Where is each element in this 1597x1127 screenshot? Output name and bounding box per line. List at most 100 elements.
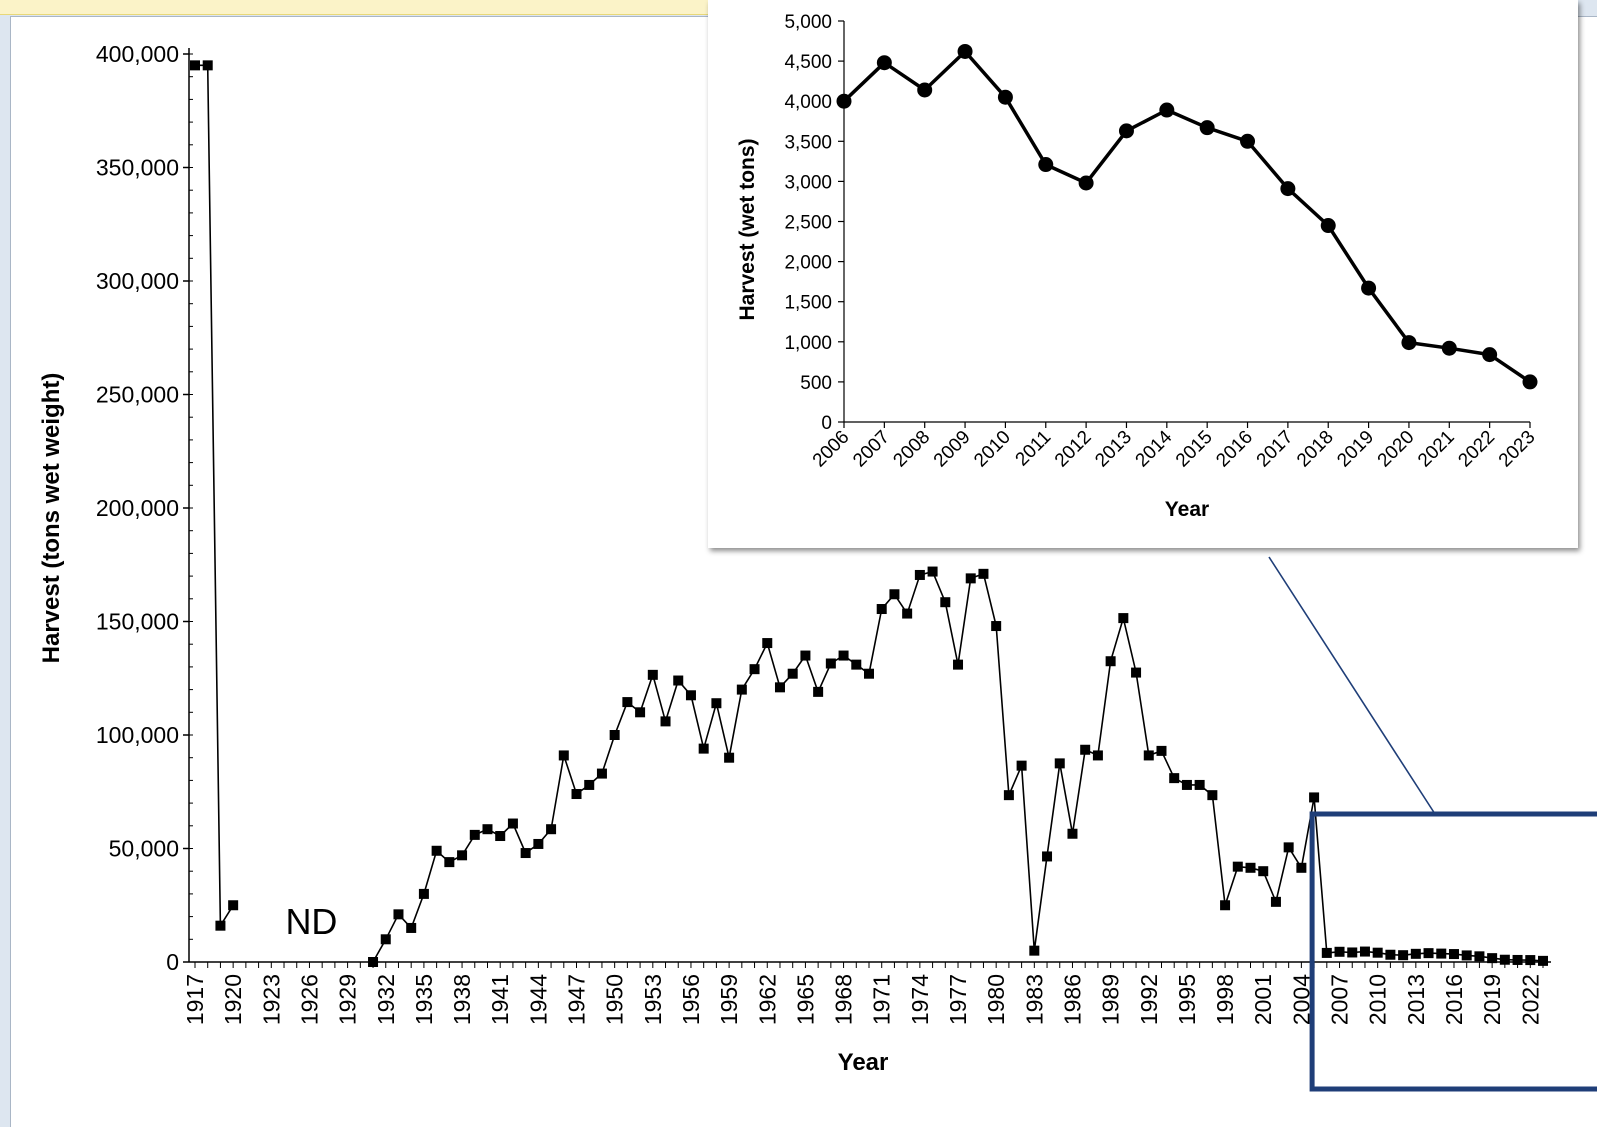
x-tick-label: 1956 [678,974,704,1025]
x-tick-label: 1998 [1212,974,1238,1025]
y-tick-label: 400,000 [96,41,179,67]
data-point-marker [469,829,480,840]
data-point-marker [596,768,607,779]
data-point-marker [991,621,1002,632]
inset-series-line-path [842,49,1531,384]
data-point-marker [431,845,442,856]
x-tick-label: 2010 [1365,974,1391,1025]
data-point-marker [749,664,760,675]
x-tick-label: 1926 [296,974,322,1025]
inset-highlight-box [1309,811,1597,1092]
data-point-marker [482,824,493,835]
x-tick-labels: 1917 1920 1923 1926 1929 1932 1935 1938 1941 1944… [182,974,1543,1025]
data-point-marker [215,920,226,931]
data-point-marker [1499,954,1510,965]
data-point-marker [507,818,518,829]
data-point-marker [584,779,595,790]
data-point-marker [1232,861,1243,872]
data-point-marker [1410,948,1421,959]
x-tick-label: 1935 [411,974,437,1025]
data-point-marker [647,669,658,680]
x-tick-label: 1920 [220,974,246,1025]
data-point-marker [1436,948,1447,959]
inset-data-point-marker [1522,374,1538,390]
data-point-marker [1538,955,1548,966]
data-point-marker [889,589,900,600]
window-top-strip [0,0,720,15]
inset-x-tick-label: 2007 [849,427,894,472]
inset-y-tick-label: 3,000 [784,172,832,193]
data-point-marker [1207,790,1218,801]
data-point-marker [698,743,709,754]
zoom-connector-line [1268,556,1436,815]
y-tick-label: 0 [166,949,179,975]
inset-y-axis-label: Harvest (wet tons) [736,138,759,320]
inset-x-tick-label: 2012 [1051,427,1096,472]
data-point-marker [1347,947,1358,958]
data-point-marker [622,697,633,708]
data-point-marker [902,608,913,619]
inset-x-tick-label: 2022 [1454,427,1499,472]
data-point-marker [609,730,620,740]
y-tick-label: 300,000 [96,268,179,294]
inset-data-point-marker [1038,157,1054,173]
data-point-marker [825,658,836,669]
x-tick-label: 1974 [907,974,933,1025]
data-point-marker [520,848,531,859]
inset-series-markers [836,43,1538,390]
x-tick-label: 1983 [1021,974,1047,1025]
data-point-marker [736,684,747,695]
y-tick-label: 100,000 [96,722,179,748]
inset-y-tick-label: 2,000 [784,253,832,274]
x-tick-label: 2016 [1441,974,1467,1025]
inset-data-point-marker [1280,181,1296,197]
y-tick-label: 250,000 [96,382,179,408]
inset-x-tick-label: 2019 [1333,427,1378,472]
y-tick-label: 350,000 [96,155,179,181]
data-point-marker [876,604,887,615]
data-point-marker [1131,667,1142,678]
x-tick-label: 1995 [1174,974,1200,1025]
data-point-marker [1080,744,1091,755]
inset-data-point-marker [1240,133,1256,149]
no-data-annotation: ND [285,901,337,942]
data-point-marker [1359,946,1370,957]
data-point-marker [495,831,506,842]
data-point-marker [685,690,696,701]
main-chart: 0 50,000 100,000 150,000 200,000 250,000 300,0… [38,41,1597,1092]
x-tick-label: 1968 [831,974,857,1025]
inset-y-tick-label: 1,500 [784,293,832,314]
data-point-marker [1156,745,1167,756]
data-point-marker [1296,862,1307,873]
x-tick-label: 2007 [1327,974,1353,1025]
data-point-marker [1423,948,1434,959]
y-tick-label: 50,000 [109,836,179,862]
data-point-marker [1309,792,1320,803]
series-markers [190,60,1548,967]
x-tick-label: 1980 [983,974,1009,1025]
x-tick-label: 1977 [945,974,971,1025]
inset-axes [838,20,1531,428]
data-point-marker [1525,955,1536,966]
data-point-marker [1474,951,1485,962]
inset-y-tick-label: 4,500 [784,52,832,73]
data-point-marker [1067,828,1078,839]
data-point-marker [1220,900,1231,911]
inset-x-tick-label: 2015 [1172,427,1217,472]
y-axis [183,48,193,963]
data-point-marker [813,686,824,697]
inset-data-point-marker [1482,347,1498,363]
inset-x-axis-label: Year [1165,498,1209,521]
x-tick-label: 1971 [869,974,895,1025]
x-tick-label: 1962 [754,974,780,1025]
data-point-marker [1487,953,1498,964]
data-point-marker [1169,773,1180,784]
data-point-marker [406,922,417,933]
data-point-marker [851,659,862,670]
data-point-marker [1245,862,1256,873]
data-point-marker [660,716,671,727]
inset-x-tick-label: 2009 [930,427,975,472]
x-tick-label: 2019 [1479,974,1505,1025]
inset-data-point-marker [1401,335,1417,351]
data-point-marker [965,573,976,584]
